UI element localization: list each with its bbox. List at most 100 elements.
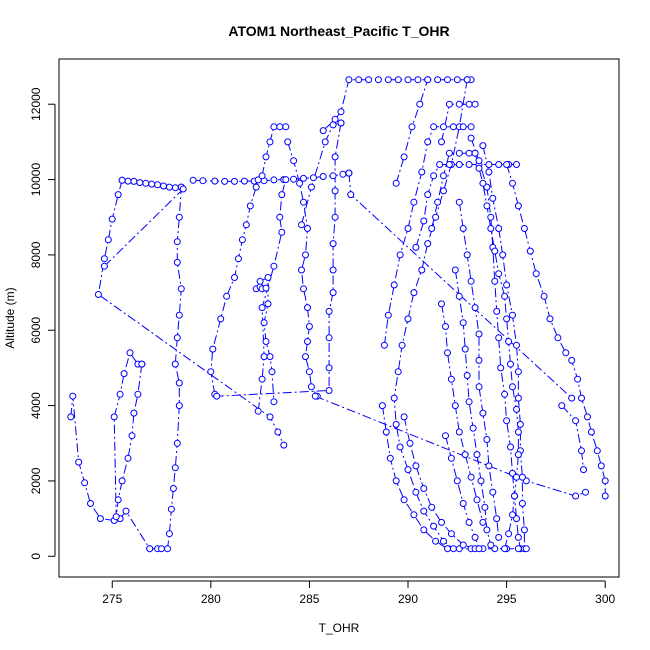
data-point: [124, 177, 132, 185]
series-points: [67, 76, 609, 553]
data-point: [329, 172, 337, 180]
data-point: [465, 161, 473, 168]
data-point: [146, 545, 154, 553]
data-point: [400, 413, 408, 421]
data-point: [507, 443, 514, 451]
data-point: [447, 454, 455, 462]
data-point: [128, 432, 136, 440]
data-point: [473, 496, 481, 504]
data-point: [124, 454, 132, 462]
data-point: [252, 183, 260, 191]
data-point: [260, 353, 268, 361]
data-point: [392, 179, 400, 187]
data-point: [520, 225, 528, 232]
data-point: [118, 176, 126, 184]
data-point: [173, 258, 181, 266]
plot-frame: [58, 58, 620, 578]
data-point: [526, 247, 534, 255]
data-point: [444, 349, 451, 357]
data-point: [300, 174, 307, 182]
data-point: [394, 76, 402, 84]
data-point: [420, 526, 428, 534]
data-point: [398, 341, 406, 349]
data-point: [179, 185, 187, 193]
data-point: [165, 183, 173, 191]
data-point: [495, 533, 503, 541]
x-tick-label: 300: [595, 592, 615, 606]
series-line: [441, 103, 476, 143]
data-point: [258, 172, 266, 180]
data-point: [280, 441, 288, 449]
data-point: [238, 236, 246, 244]
data-point: [597, 462, 605, 470]
data-point: [485, 168, 493, 176]
data-point: [514, 428, 522, 436]
y-tick-label: 12000: [29, 87, 43, 121]
data-point: [311, 392, 319, 400]
x-tick-label: 290: [398, 592, 418, 606]
data-point: [165, 530, 173, 538]
data-point: [262, 284, 270, 292]
data-point: [499, 251, 507, 259]
data-point: [278, 228, 286, 236]
data-point: [513, 405, 520, 413]
data-point: [475, 164, 483, 172]
data-point: [270, 123, 278, 131]
data-point: [136, 179, 144, 187]
data-point: [118, 477, 126, 485]
data-point: [489, 488, 497, 496]
data-point: [495, 225, 503, 232]
data-point: [189, 176, 197, 184]
data-point: [477, 477, 485, 485]
data-point: [424, 76, 432, 84]
data-point: [546, 315, 554, 323]
data-point: [475, 545, 483, 553]
data-point: [134, 390, 142, 398]
data-point: [264, 274, 272, 281]
data-point: [513, 341, 520, 349]
data-point: [300, 198, 307, 206]
data-point: [467, 134, 475, 142]
data-point: [445, 149, 453, 157]
data-point: [266, 413, 274, 421]
series-line: [482, 145, 525, 549]
data-point: [67, 413, 75, 421]
data-point: [451, 266, 459, 274]
data-point: [475, 383, 483, 391]
data-point: [331, 187, 339, 195]
data-point: [475, 356, 483, 364]
series-line: [441, 303, 484, 523]
data-point: [173, 334, 181, 342]
data-point: [217, 315, 225, 323]
data-point: [410, 511, 418, 519]
data-point: [438, 518, 445, 526]
data-point: [240, 177, 248, 185]
data-point: [447, 375, 455, 383]
data-point: [601, 492, 609, 500]
data-point: [307, 383, 315, 391]
data-point: [562, 349, 570, 357]
data-point: [487, 213, 495, 221]
data-point: [329, 266, 337, 274]
data-point: [471, 304, 479, 312]
data-point: [231, 177, 238, 185]
data-point: [394, 368, 402, 376]
data-point: [347, 191, 355, 199]
data-point: [154, 181, 162, 189]
data-point: [270, 176, 278, 184]
data-point: [514, 202, 522, 210]
data-point: [331, 153, 339, 161]
data-point: [199, 177, 207, 185]
data-point: [158, 545, 165, 553]
data-point: [436, 161, 444, 168]
data-point: [483, 526, 491, 534]
data-point: [475, 330, 483, 338]
data-point: [465, 398, 473, 406]
data-point: [493, 515, 501, 523]
data-point: [112, 513, 120, 521]
data-point: [453, 477, 461, 485]
data-point: [442, 432, 449, 440]
data-point: [479, 179, 487, 187]
data-point: [503, 315, 511, 323]
data-point: [410, 198, 418, 206]
